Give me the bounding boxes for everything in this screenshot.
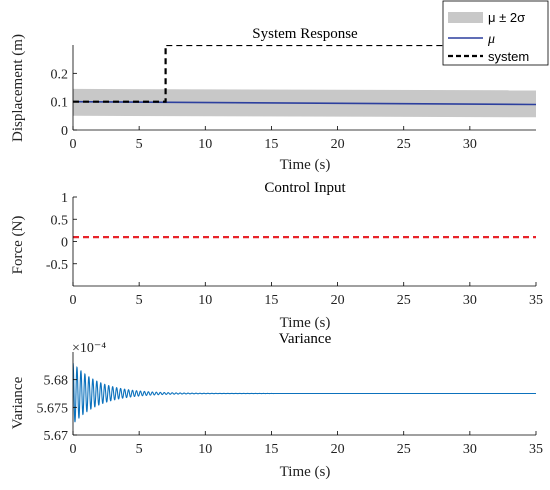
y-tick-label: 5.67 — [44, 429, 69, 444]
legend-box — [442, 0, 549, 66]
mean-line — [73, 100, 536, 106]
legend-label-band: μ ± 2σ — [488, 10, 525, 25]
x-tick-label: 25 — [397, 137, 411, 152]
x-tick-label: 30 — [463, 293, 477, 308]
system-line — [73, 45, 536, 103]
x-tick-label: 5 — [136, 137, 143, 152]
y-axis-label: Variance — [10, 376, 26, 429]
y-exponent-label: ×10⁻⁴ — [72, 341, 106, 356]
y-tick-label: 1 — [61, 191, 68, 206]
x-tick-label: 20 — [331, 293, 345, 308]
y-axis-label: Displacement (m) — [10, 34, 26, 142]
x-tick-label: 15 — [264, 442, 278, 457]
x-tick-label: 35 — [529, 293, 543, 308]
legend-label-mean: μ — [487, 32, 495, 47]
x-tick-label: 15 — [264, 293, 278, 308]
system-response-plot: System Response 0 5 10 15 20 25 30 0 0.1 0.2 Time… — [10, 0, 549, 173]
y-tick-label: 0.1 — [51, 96, 69, 111]
x-tick-label: 30 — [463, 137, 477, 152]
plot-title: Control Input — [264, 180, 346, 196]
x-axis-label: Time (s) — [280, 315, 331, 331]
x-axis-label: Time (s) — [280, 157, 331, 173]
x-tick-label: 10 — [198, 137, 212, 152]
y-tick-label: 5.675 — [37, 401, 69, 416]
x-tick-label: 10 — [198, 442, 212, 457]
y-tick-label: 5.68 — [44, 374, 69, 389]
y-tick-label: 0 — [61, 124, 68, 139]
x-tick-label: 0 — [70, 442, 77, 457]
y-tick-label: 0 — [61, 236, 68, 251]
x-tick-label: 30 — [463, 442, 477, 457]
x-tick-label: 10 — [198, 293, 212, 308]
x-tick-label: 0 — [70, 293, 77, 308]
variance-line — [73, 362, 536, 423]
x-axis-label: Time (s) — [280, 464, 331, 480]
x-tick-label: 15 — [264, 137, 278, 152]
y-tick-label: 0.2 — [51, 67, 69, 82]
x-tick-label: 5 — [136, 442, 143, 457]
plot-title: System Response — [252, 26, 358, 42]
x-tick-label: 0 — [70, 137, 77, 152]
y-tick-label: -0.5 — [46, 258, 68, 273]
x-tick-label: 5 — [136, 293, 143, 308]
y-tick-label: 0.5 — [51, 213, 69, 228]
plot-title: Variance — [279, 331, 332, 347]
x-tick-label: 25 — [397, 442, 411, 457]
legend: μ ± 2σ μ system — [442, 0, 549, 66]
variance-plot: Variance ×10⁻⁴ 0 5 10 15 20 25 30 35 5.67 5.675 5.… — [10, 331, 543, 480]
legend-swatch-band — [448, 12, 483, 23]
x-tick-label: 35 — [529, 442, 543, 457]
control-input-plot: Control Input 0 5 10 15 20 25 30 35 -0.5 0 0.5 1 Ti… — [10, 180, 543, 331]
x-tick-label: 20 — [331, 442, 345, 457]
y-axis-label: Force (N) — [10, 216, 26, 275]
x-tick-label: 20 — [331, 137, 345, 152]
x-tick-label: 25 — [397, 293, 411, 308]
legend-label-system: system — [488, 49, 529, 64]
